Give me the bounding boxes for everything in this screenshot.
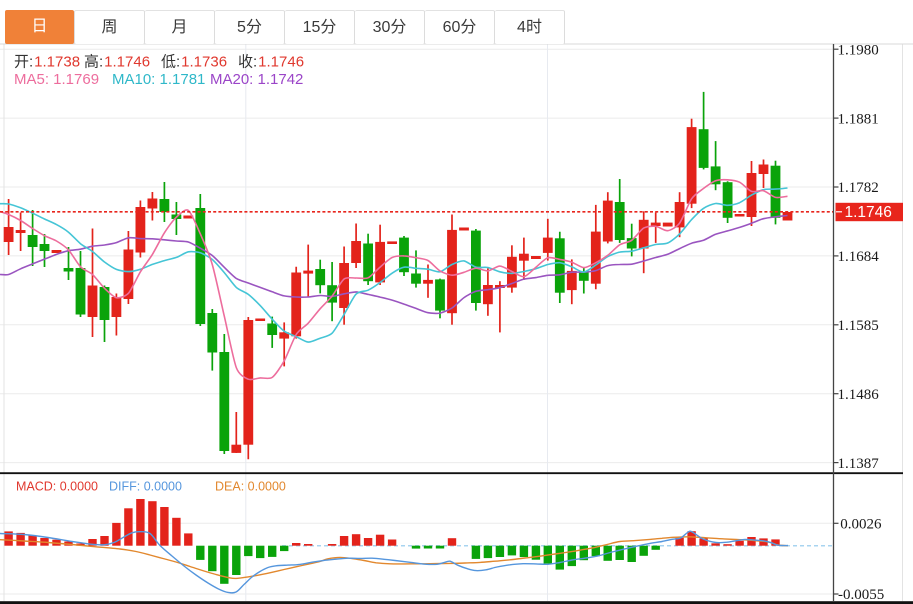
svg-text:高:1.1746: 高:1.1746: [84, 54, 150, 71]
svg-text:MA5: 1.1769: MA5: 1.1769: [14, 71, 99, 88]
svg-text:DIFF: 0.0000: DIFF: 0.0000: [109, 480, 182, 494]
svg-text:收:1.1746: 收:1.1746: [238, 54, 304, 71]
svg-text:-0.0055: -0.0055: [838, 587, 884, 603]
svg-text:1.1684: 1.1684: [838, 249, 880, 265]
svg-text:MA20: 1.1742: MA20: 1.1742: [210, 71, 303, 88]
svg-text:MACD: 0.0000: MACD: 0.0000: [16, 480, 98, 494]
svg-text:1.1585: 1.1585: [838, 318, 879, 334]
svg-text:MA10: 1.1781: MA10: 1.1781: [112, 71, 205, 88]
svg-text:DEA: 0.0000: DEA: 0.0000: [215, 480, 286, 494]
svg-text:1.1980: 1.1980: [838, 42, 879, 58]
svg-text:1.1881: 1.1881: [838, 111, 879, 127]
svg-text:1.1782: 1.1782: [838, 180, 879, 196]
svg-text:0.0026: 0.0026: [840, 517, 882, 533]
svg-text:1.1387: 1.1387: [838, 456, 880, 472]
svg-text:1.1486: 1.1486: [838, 387, 880, 403]
svg-text:开:1.1738: 开:1.1738: [14, 54, 80, 71]
svg-text:1.1746: 1.1746: [845, 204, 892, 221]
svg-text:低:1.1736: 低:1.1736: [161, 54, 227, 71]
